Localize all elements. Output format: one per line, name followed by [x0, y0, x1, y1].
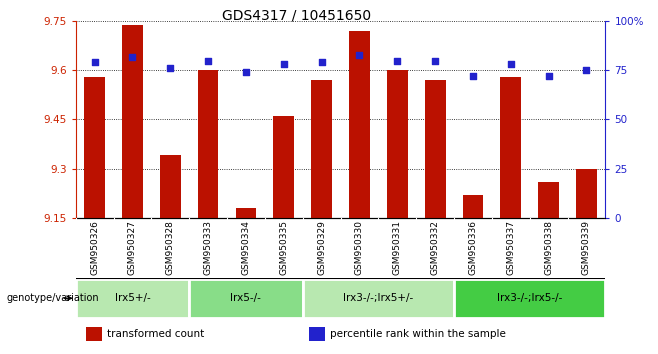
Bar: [349, 31, 370, 218]
Point: [89, 60, 100, 65]
Bar: [273, 116, 294, 218]
Point: [430, 58, 440, 63]
Text: GDS4317 / 10451650: GDS4317 / 10451650: [222, 9, 370, 23]
Bar: [387, 70, 408, 218]
Bar: [576, 169, 597, 218]
Text: lrx3-/-;lrx5-/-: lrx3-/-;lrx5-/-: [497, 293, 563, 303]
Text: lrx5-/-: lrx5-/-: [230, 293, 261, 303]
Point: [505, 62, 516, 67]
Text: percentile rank within the sample: percentile rank within the sample: [330, 329, 506, 339]
Text: lrx5+/-: lrx5+/-: [114, 293, 150, 303]
Point: [392, 58, 403, 63]
Point: [468, 73, 478, 79]
Bar: [197, 70, 218, 218]
Point: [241, 69, 251, 75]
Bar: [309, 326, 324, 341]
Bar: [236, 208, 257, 218]
Bar: [84, 77, 105, 218]
Point: [203, 58, 213, 63]
Point: [278, 62, 289, 67]
Text: transformed count: transformed count: [107, 329, 205, 339]
FancyBboxPatch shape: [76, 279, 190, 318]
Text: lrx3-/-;lrx5+/-: lrx3-/-;lrx5+/-: [343, 293, 413, 303]
FancyBboxPatch shape: [303, 279, 454, 318]
Bar: [424, 80, 445, 218]
Bar: [538, 182, 559, 218]
Bar: [160, 155, 181, 218]
FancyBboxPatch shape: [190, 279, 303, 318]
Text: genotype/variation: genotype/variation: [7, 293, 99, 303]
Bar: [122, 24, 143, 218]
Bar: [463, 195, 484, 218]
Point: [127, 54, 138, 59]
Point: [316, 60, 327, 65]
Point: [354, 52, 365, 57]
Bar: [311, 80, 332, 218]
Point: [165, 65, 176, 71]
Point: [544, 73, 554, 79]
FancyBboxPatch shape: [454, 279, 605, 318]
Bar: [86, 326, 102, 341]
Bar: [500, 77, 521, 218]
Point: [581, 68, 592, 73]
